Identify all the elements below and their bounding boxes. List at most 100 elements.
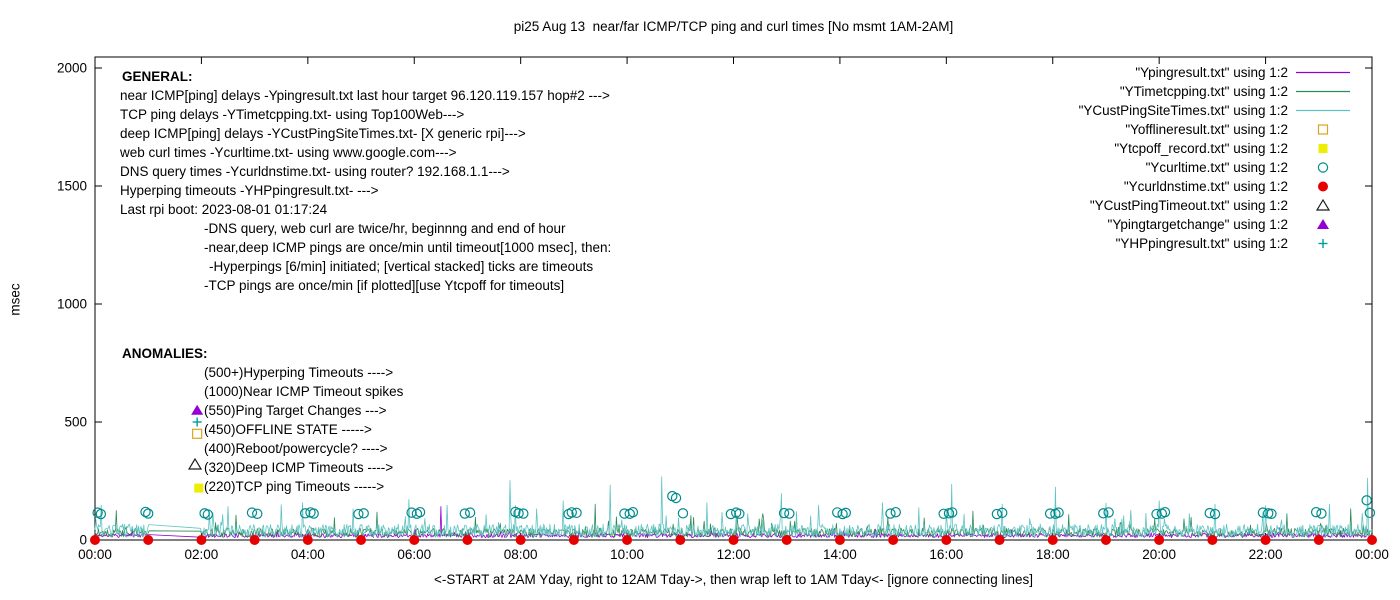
general-subline: -TCP pings are once/min [if plotted][use… — [204, 278, 564, 293]
circle-open-marker — [997, 507, 1008, 519]
x-tick-label: 00:00 — [78, 547, 112, 562]
legend-label: "Ycurldnstime.txt" using 1:2 — [1124, 179, 1288, 194]
general-subline: -near,deep ICMP pings are once/min until… — [204, 240, 611, 255]
general-header: GENERAL: — [122, 69, 193, 84]
anomalies-line: (550)Ping Target Changes ---> — [204, 403, 387, 418]
x-tick-label: 22:00 — [1249, 547, 1283, 562]
y-tick-label: 1000 — [57, 297, 87, 312]
circle-filled-marker — [1367, 535, 1377, 545]
circle-open-marker — [784, 508, 795, 519]
circle-filled-marker — [728, 535, 739, 545]
anomalies-line: (450)OFFLINE STATE -----> — [204, 422, 372, 437]
circle-open-marker — [1044, 508, 1056, 519]
circle-open-marker — [1361, 495, 1372, 506]
circle-open-marker — [1103, 507, 1114, 518]
general-line: deep ICMP[ping] delays -YCustPingSiteTim… — [120, 126, 526, 141]
square-open-marker — [192, 428, 203, 439]
circle-open-marker — [459, 508, 470, 519]
x-tick-label: 06:00 — [397, 547, 431, 562]
x-tick-label: 16:00 — [929, 547, 963, 562]
triangle-filled-marker — [191, 404, 204, 415]
triangle-open-marker — [187, 457, 203, 470]
circle-open-marker — [566, 507, 577, 518]
circle-filled-marker — [90, 535, 100, 545]
legend-marker-square-open — [1317, 124, 1329, 135]
x-tick-label: 12:00 — [717, 547, 751, 562]
circle-filled-marker — [409, 535, 420, 545]
circle-filled-marker — [941, 535, 952, 545]
legend-label: "YCustPingSiteTimes.txt" using 1:2 — [1079, 103, 1288, 118]
legend-label: "YHPpingresult.txt" using 1:2 — [1116, 236, 1288, 251]
circle-open-marker — [840, 507, 851, 519]
y-axis-label: msec — [7, 283, 23, 316]
circle-open-marker — [677, 508, 689, 519]
x-tick-label: 20:00 — [1142, 547, 1176, 562]
circle-open-marker — [946, 507, 958, 518]
y-tick-label: 1500 — [57, 179, 87, 194]
legend-label: "Yofflineresult.txt" using 1:2 — [1125, 122, 1288, 137]
circle-open-marker — [143, 508, 154, 519]
legend-label: "Ytcpoff_record.txt" using 1:2 — [1114, 141, 1288, 156]
circle-filled-marker — [1313, 535, 1324, 545]
circle-filled-marker — [1047, 535, 1058, 545]
circle-open-marker — [140, 506, 151, 518]
circle-open-marker — [778, 507, 790, 519]
general-subline: -Hyperpings [6/min] initiated; [vertical… — [209, 259, 593, 274]
x-tick-label: 18:00 — [1036, 547, 1070, 562]
x-tick-label: 10:00 — [610, 547, 644, 562]
circle-filled-marker — [888, 535, 899, 545]
circle-open-marker — [885, 508, 896, 519]
general-subline: -DNS query, web curl are twice/hr, begin… — [204, 221, 566, 236]
circle-open-marker — [202, 509, 214, 520]
circle-open-marker — [358, 508, 369, 519]
circle-open-marker — [627, 506, 639, 518]
general-line: TCP ping delays -YTimetcpping.txt- using… — [120, 107, 464, 122]
circle-open-marker — [832, 507, 843, 518]
general-line: near ICMP[ping] delays -Ypingresult.txt … — [120, 88, 610, 103]
circle-filled-marker — [994, 535, 1005, 545]
circle-filled-marker — [515, 535, 526, 545]
circle-open-marker — [571, 507, 582, 519]
circle-filled-marker — [143, 535, 154, 545]
x-tick-label: 02:00 — [185, 547, 219, 562]
legend-label: "YCustPingTimeout.txt" using 1:2 — [1090, 198, 1288, 213]
legend-marker-circle-open — [1317, 162, 1329, 173]
x-tick-label: 08:00 — [504, 547, 538, 562]
general-line: Hyperping timeouts -YHPpingresult.txt- -… — [120, 183, 379, 198]
circle-open-marker — [1204, 507, 1215, 519]
circle-open-marker — [725, 508, 737, 520]
x-tick-label: 14:00 — [823, 547, 857, 562]
circle-open-marker — [414, 506, 426, 518]
circle-filled-marker — [196, 535, 207, 545]
circle-filled-marker — [622, 535, 633, 545]
legend-label: "Ypingtargetchange" using 1:2 — [1108, 217, 1288, 232]
circle-open-marker — [890, 506, 901, 518]
legend-label: "Ycurltime.txt" using 1:2 — [1146, 160, 1288, 175]
general-line: Last rpi boot: 2023-08-01 01:17:24 — [120, 202, 328, 217]
circle-open-marker — [1209, 508, 1221, 520]
circle-open-marker — [513, 508, 524, 519]
circle-filled-marker — [1260, 535, 1271, 545]
circle-open-marker — [299, 508, 311, 519]
x-tick-label: 00:00 — [1355, 547, 1389, 562]
anomalies-line: (320)Deep ICMP Timeouts ----> — [204, 460, 393, 475]
circle-open-marker — [246, 507, 258, 518]
general-line: DNS query times -Ycurldnstime.txt- using… — [120, 164, 510, 179]
legend-marker-triangle-filled — [1317, 219, 1329, 229]
legend-marker-square-filled — [1318, 144, 1328, 153]
circle-filled-marker — [568, 535, 579, 545]
legend-marker-circle-filled — [1318, 181, 1328, 192]
circle-open-marker — [464, 507, 476, 518]
circle-filled-marker — [1100, 535, 1111, 545]
circle-filled-marker — [781, 535, 792, 545]
circle-filled-marker — [249, 535, 260, 545]
anomalies-line: (1000)Near ICMP Timeout spikes — [204, 384, 404, 399]
circle-filled-marker — [675, 535, 686, 545]
circle-filled-marker — [1207, 535, 1218, 545]
circle-open-marker — [1266, 508, 1277, 520]
circle-open-marker — [1316, 508, 1327, 519]
x-axis-label: <-START at 2AM Yday, right to 12AM Tday-… — [434, 572, 1033, 587]
chart-title: pi25 Aug 13 near/far ICMP/TCP ping and c… — [513, 19, 954, 34]
circle-filled-marker — [834, 535, 845, 545]
